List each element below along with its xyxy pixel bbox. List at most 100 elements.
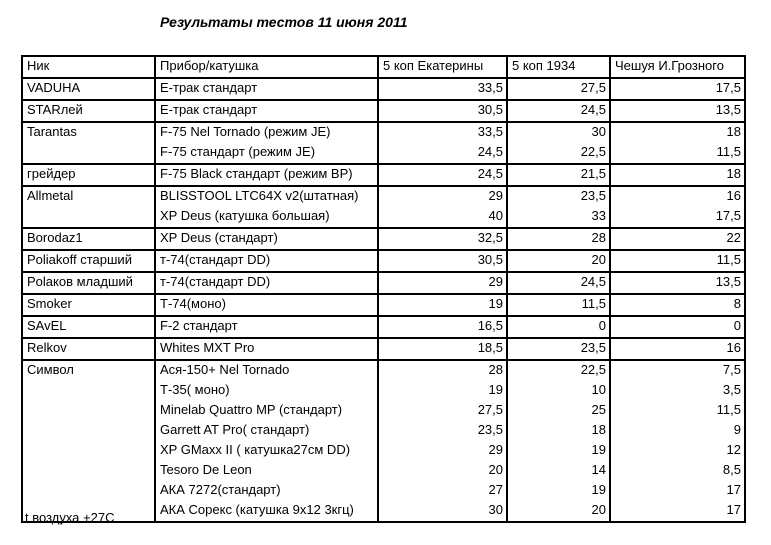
value-cell: 24,5 — [377, 143, 508, 164]
device-cell: XP GMaxx II ( катушка27см DD) — [154, 441, 379, 461]
value-cell: 18 — [609, 121, 746, 143]
value-cell: 32,5 — [377, 227, 508, 250]
column-header-coin-ekaterina: 5 коп Екатерины — [377, 56, 508, 79]
table-row: STARлей Е-трак стандарт 30,5 24,5 13,5 — [21, 99, 746, 122]
value-cell: 16,5 — [377, 315, 508, 338]
nick-cell: Smoker — [21, 293, 156, 316]
device-cell: F-75 Black стандарт (режим BP) — [154, 163, 379, 186]
value-cell: 29 — [377, 441, 508, 461]
value-cell: 12 — [609, 441, 746, 461]
value-cell: 30 — [506, 121, 611, 143]
device-cell: XP Deus (стандарт) — [154, 227, 379, 250]
table-row: Smoker Т-74(моно) 19 11,5 8 — [21, 293, 746, 316]
value-cell: 29 — [377, 271, 508, 294]
nick-cell: грейдер — [21, 163, 156, 186]
device-cell: F-2 стандарт — [154, 315, 379, 338]
device-cell: Whites MXT Pro — [154, 337, 379, 360]
device-cell: XP Deus (катушка большая) — [154, 207, 379, 228]
device-cell: Е-трак стандарт — [154, 99, 379, 122]
value-cell: 18 — [609, 163, 746, 186]
value-cell: 13,5 — [609, 99, 746, 122]
table-row: Tesoro De Leon 20 14 8,5 — [22, 461, 746, 481]
value-cell: 8,5 — [609, 461, 746, 481]
nick-cell: Borodaz1 — [21, 227, 156, 250]
table-row: XP Deus (катушка большая) 40 33 17,5 — [22, 207, 746, 228]
device-cell: АКА Сорекс (катушка 9х12 3кгц) — [154, 501, 379, 522]
value-cell: 19 — [506, 441, 611, 461]
column-header-device: Прибор/катушка — [154, 56, 379, 79]
column-header-coin-1934: 5 коп 1934 — [506, 56, 611, 79]
value-cell: 24,5 — [506, 99, 611, 122]
value-cell: 33,5 — [377, 121, 508, 143]
value-cell: 9 — [609, 421, 746, 441]
value-cell: 20 — [377, 461, 508, 481]
device-cell: Tesoro De Leon — [154, 461, 379, 481]
value-cell: 19 — [377, 293, 508, 316]
value-cell: 28 — [506, 227, 611, 250]
table-row: Polaков младший т-74(стандарт DD) 29 24,5 13… — [21, 271, 746, 294]
value-cell: 8 — [609, 293, 746, 316]
table-row: Символ Ася-150+ Nel Tornado 28 22,5 7,5 — [21, 359, 746, 522]
nick-cell: STARлей — [21, 99, 156, 122]
table-row: Relkov Whites MXT Pro 18,5 23,5 16 — [21, 337, 746, 360]
value-cell: 30,5 — [377, 249, 508, 272]
value-cell: 16 — [609, 185, 746, 207]
nick-cell: SAvEL — [21, 315, 156, 338]
value-cell: 19 — [377, 381, 508, 401]
value-cell: 21,5 — [506, 163, 611, 186]
nick-cell: Polaков младший — [21, 271, 156, 294]
value-cell: 24,5 — [377, 163, 508, 186]
nick-cell: VADUHA — [21, 77, 156, 100]
device-cell: Т-74(моно) — [154, 293, 379, 316]
column-header-scale-grozny: Чешуя И.Грозного — [609, 56, 746, 79]
value-cell: 17 — [609, 481, 746, 501]
value-cell: 13,5 — [609, 271, 746, 294]
table-row: Borodaz1 XP Deus (стандарт) 32,5 28 22 — [21, 227, 746, 250]
column-header-nick: Ник — [21, 56, 156, 79]
value-cell: 18,5 — [377, 337, 508, 360]
value-cell: 19 — [506, 481, 611, 501]
nick-cell: Poliakoff старший — [21, 249, 156, 272]
table-row: АКА Сорекс (катушка 9х12 3кгц) 30 20 17 — [22, 501, 746, 522]
value-cell: 27 — [377, 481, 508, 501]
table-row: грейдер F-75 Black стандарт (режим BP) 24,… — [21, 163, 746, 186]
results-table: Ник Прибор/катушка 5 коп Екатерины 5 коп… — [21, 55, 746, 523]
value-cell: 22,5 — [506, 359, 611, 381]
table-row: Garrett AT Pro( стандарт) 23,5 18 9 — [22, 421, 746, 441]
value-cell: 25 — [506, 401, 611, 421]
value-cell: 33 — [506, 207, 611, 228]
value-cell: 24,5 — [506, 271, 611, 294]
device-cell: Garrett AT Pro( стандарт) — [154, 421, 379, 441]
value-cell: 11,5 — [609, 249, 746, 272]
device-cell: F-75 стандарт (режим JE) — [154, 143, 379, 164]
value-cell: 23,5 — [506, 337, 611, 360]
value-cell: 0 — [506, 315, 611, 338]
device-cell: т-74(стандарт DD) — [154, 271, 379, 294]
table-row: XP GMaxx II ( катушка27см DD) 29 19 12 — [22, 441, 746, 461]
value-cell: 30 — [377, 501, 508, 522]
value-cell: 23,5 — [506, 185, 611, 207]
device-cell: Т-35( моно) — [154, 381, 379, 401]
table-row: Tarantas F-75 Nel Tornado (режим JE) 33,5 3… — [21, 121, 746, 164]
page-title: Результаты тестов 11 июня 2011 — [160, 14, 408, 30]
nick-cell: Allmetal — [21, 185, 156, 228]
value-cell: 27,5 — [377, 401, 508, 421]
footer-note: t воздуха +27С — [25, 510, 115, 525]
value-cell: 3,5 — [609, 381, 746, 401]
value-cell: 11,5 — [506, 293, 611, 316]
nick-cell: Tarantas — [21, 121, 156, 164]
nick-cell: Relkov — [21, 337, 156, 360]
value-cell: 29 — [377, 185, 508, 207]
table-row: Allmetal BLISSTOOL LTC64X v2(штатная) 29 23… — [21, 185, 746, 228]
value-cell: 20 — [506, 501, 611, 522]
value-cell: 33,5 — [377, 77, 508, 100]
value-cell: 20 — [506, 249, 611, 272]
value-cell: 17 — [609, 501, 746, 522]
value-cell: 14 — [506, 461, 611, 481]
value-cell: 10 — [506, 381, 611, 401]
value-cell: 18 — [506, 421, 611, 441]
device-cell: F-75 Nel Tornado (режим JE) — [154, 121, 379, 143]
value-cell: 22 — [609, 227, 746, 250]
device-cell: Minelab Quattro MP (стандарт) — [154, 401, 379, 421]
